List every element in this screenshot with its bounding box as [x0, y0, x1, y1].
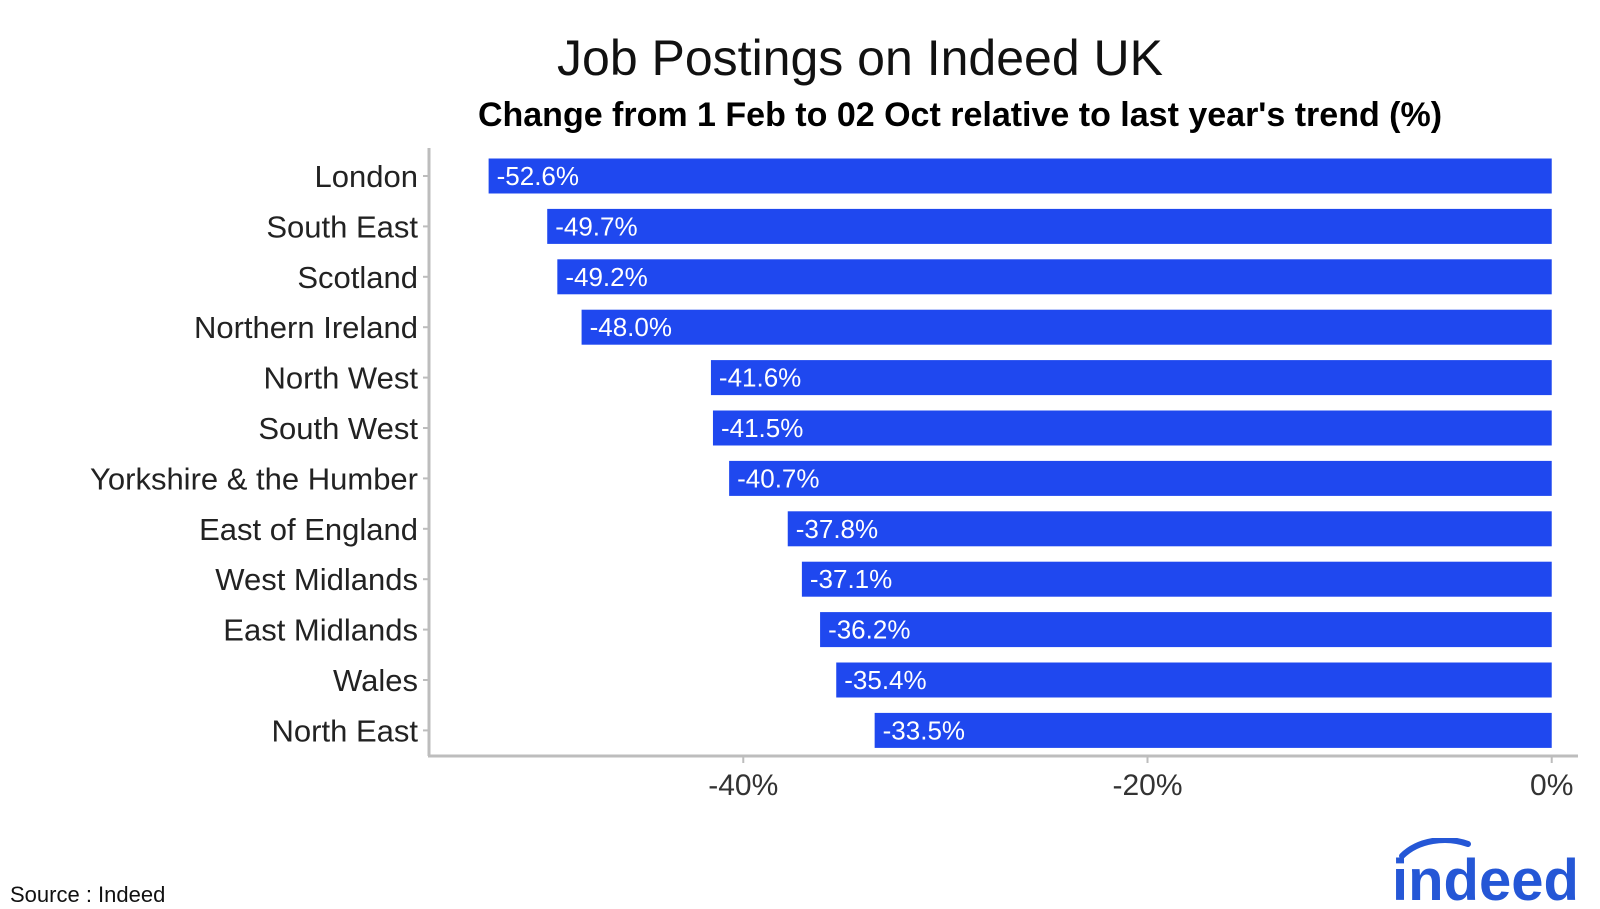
- data-label: -48.0%: [590, 312, 672, 342]
- data-label: -49.7%: [555, 211, 637, 241]
- data-label: -33.5%: [883, 715, 965, 745]
- category-label: North West: [264, 361, 419, 396]
- axes: [423, 148, 1578, 758]
- data-label: -40.7%: [737, 463, 819, 493]
- data-label: -35.4%: [844, 665, 926, 695]
- data-label: -37.1%: [810, 564, 892, 594]
- data-label: -41.6%: [719, 363, 801, 393]
- category-label: South West: [258, 411, 418, 446]
- data-label: -37.8%: [796, 514, 878, 544]
- bar: [729, 460, 1552, 496]
- category-label: North East: [272, 713, 419, 748]
- x-tick-label: -40%: [708, 769, 778, 802]
- category-labels: London South East Scotland Northern Ireland…: [90, 159, 418, 748]
- logo-arc-icon: [1399, 838, 1471, 859]
- bar: [820, 612, 1552, 648]
- x-tick-label: -20%: [1112, 769, 1182, 802]
- data-label: -49.2%: [565, 262, 647, 292]
- bar: [787, 511, 1552, 547]
- chart-title: Job Postings on Indeed UK: [557, 30, 1163, 86]
- bar: [557, 259, 1552, 295]
- category-label: South East: [266, 209, 418, 244]
- category-label: Wales: [333, 663, 418, 698]
- bar: [710, 360, 1552, 396]
- x-ticks: -40% -20% 0%: [708, 756, 1573, 802]
- category-label: London: [315, 159, 418, 194]
- data-label: -41.5%: [721, 413, 803, 443]
- logo-text: indeed: [1392, 848, 1579, 908]
- category-label: West Midlands: [215, 562, 418, 597]
- bars-group: [488, 158, 1552, 748]
- category-label: East Midlands: [223, 613, 418, 648]
- category-label: Yorkshire & the Humber: [90, 461, 418, 496]
- chart-subtitle: Change from 1 Feb to 02 Oct relative to …: [478, 96, 1442, 134]
- indeed-logo: indeed: [1392, 838, 1579, 908]
- category-label: East of England: [199, 512, 418, 547]
- bar: [488, 158, 1552, 194]
- source-note: Source : Indeed: [10, 882, 166, 907]
- data-labels: -52.6% -49.7% -49.2% -48.0% -41.6% -41.5% -40.…: [497, 161, 965, 745]
- bar: [581, 309, 1552, 345]
- data-label: -36.2%: [828, 615, 910, 645]
- bar: [547, 208, 1552, 244]
- category-label: Northern Ireland: [194, 310, 418, 345]
- x-tick-label: 0%: [1530, 769, 1573, 802]
- bar: [874, 712, 1552, 748]
- bar: [712, 410, 1552, 446]
- category-label: Scotland: [297, 260, 418, 295]
- bar: [801, 561, 1552, 597]
- data-label: -52.6%: [497, 161, 579, 191]
- bar: [836, 662, 1552, 698]
